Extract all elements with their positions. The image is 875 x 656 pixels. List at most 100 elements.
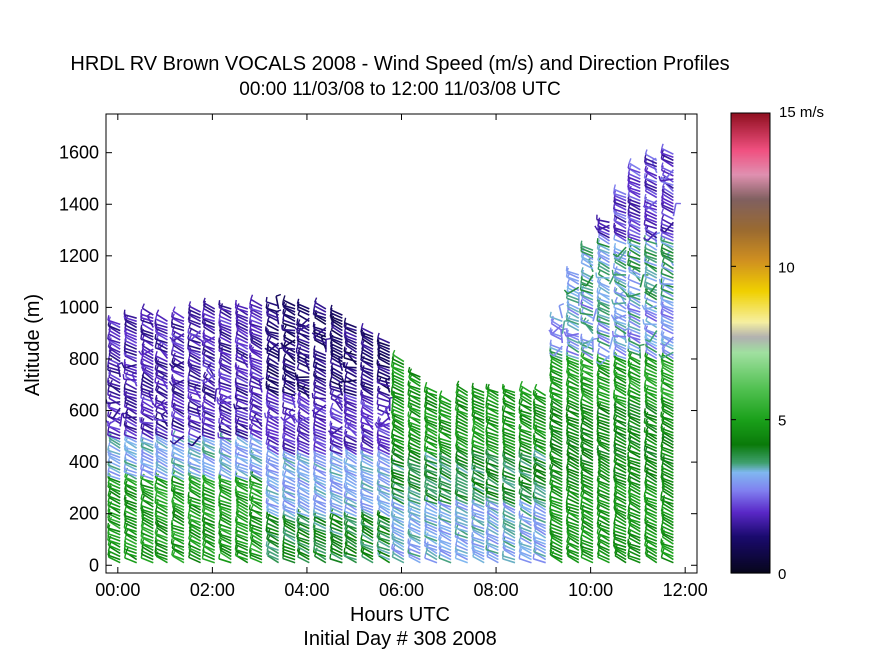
wind-barb <box>282 557 296 564</box>
wind-barb <box>518 514 532 521</box>
wind-barb-feather <box>249 437 253 444</box>
wind-barb <box>486 534 499 542</box>
wind-barb <box>377 440 390 446</box>
wind-barb <box>424 454 438 462</box>
wind-barb <box>235 409 249 415</box>
wind-barb-feather <box>580 333 583 339</box>
wind-barb <box>297 342 310 350</box>
wind-barb <box>297 513 310 521</box>
wind-barb <box>534 431 547 440</box>
wind-barb <box>296 470 310 477</box>
wind-barb <box>519 530 532 539</box>
wind-barb-feather <box>532 531 535 538</box>
wind-barb <box>249 418 263 425</box>
wind-barb <box>424 511 438 518</box>
wind-barb-feather <box>438 519 441 525</box>
wind-barb <box>171 322 185 329</box>
wind-barb <box>329 385 343 391</box>
wind-barb <box>567 533 580 542</box>
wind-barb <box>235 418 249 425</box>
wind-barb <box>188 478 201 487</box>
wind-barb <box>344 321 357 329</box>
wind-barb <box>107 449 121 456</box>
wind-barb <box>235 318 249 326</box>
wind-barb-feather <box>266 335 270 341</box>
wind-barb <box>424 468 438 474</box>
wind-barb-feather <box>283 415 287 421</box>
wind-barb <box>503 465 516 474</box>
wind-barb <box>202 358 216 366</box>
wind-barb <box>125 484 138 493</box>
wind-barb <box>330 315 343 323</box>
wind-barb <box>502 439 516 446</box>
wind-barb <box>218 436 232 440</box>
wind-barb <box>313 463 327 471</box>
wind-barb <box>502 535 516 542</box>
wind-barb <box>567 536 580 545</box>
wind-barb <box>391 382 405 391</box>
wind-barb-feather <box>565 266 568 272</box>
wind-barb <box>297 413 310 421</box>
wind-barb <box>219 376 232 384</box>
wind-barb <box>188 556 201 564</box>
wind-barb <box>438 529 452 536</box>
wind-barb <box>472 494 485 502</box>
wind-barb <box>266 526 279 533</box>
wind-barb-feather <box>565 405 568 411</box>
wind-barb <box>266 308 279 316</box>
wind-barb <box>107 532 121 539</box>
wind-barb <box>502 463 516 471</box>
wind-barb <box>391 366 405 372</box>
wind-barb <box>297 499 310 508</box>
wind-barb <box>519 448 532 456</box>
wind-barb <box>455 516 469 524</box>
wind-barb <box>502 513 516 521</box>
wind-barb <box>377 503 391 511</box>
wind-barb <box>392 397 405 406</box>
wind-barb <box>141 333 154 341</box>
wind-barb <box>472 497 485 505</box>
wind-barb <box>172 384 185 394</box>
wind-barb <box>171 340 185 347</box>
wind-barb <box>218 401 232 405</box>
wind-barb-feather <box>343 482 346 488</box>
wind-barb <box>141 518 154 527</box>
wind-barb-feather <box>187 401 190 407</box>
wind-barb <box>345 452 358 462</box>
wind-barb <box>424 440 438 446</box>
wind-barb <box>329 480 343 487</box>
wind-barb-feather <box>329 485 332 491</box>
wind-barb <box>235 544 249 552</box>
wind-barb <box>425 478 438 487</box>
wind-barb-feather <box>154 364 157 370</box>
wind-barb-feather <box>140 358 143 364</box>
wind-barb <box>360 505 374 511</box>
wind-barb <box>360 470 374 477</box>
wind-barb <box>408 555 421 564</box>
wind-barb <box>171 378 185 384</box>
wind-barb <box>188 484 201 493</box>
wind-barb-feather <box>282 386 284 392</box>
wind-barb <box>331 443 343 452</box>
wind-barb <box>107 527 121 533</box>
wind-barb-feather <box>171 385 174 391</box>
wind-barb <box>472 528 485 536</box>
wind-barb <box>250 376 263 384</box>
wind-barb <box>361 481 374 490</box>
wind-barb <box>235 534 249 542</box>
wind-barb <box>155 555 168 564</box>
wind-barb <box>107 482 121 490</box>
wind-barb-feather <box>283 353 287 359</box>
wind-barb <box>219 479 232 487</box>
wind-barb <box>549 483 563 490</box>
wind-barb <box>425 435 438 443</box>
wind-barb <box>235 461 249 468</box>
wind-barb <box>108 528 121 536</box>
wind-barb <box>472 476 485 483</box>
wind-barb-feather <box>140 538 143 544</box>
wind-barb <box>438 423 452 431</box>
wind-barb <box>219 551 232 561</box>
wind-barb <box>424 386 438 394</box>
wind-barb <box>330 439 343 446</box>
wind-barb <box>141 454 154 462</box>
